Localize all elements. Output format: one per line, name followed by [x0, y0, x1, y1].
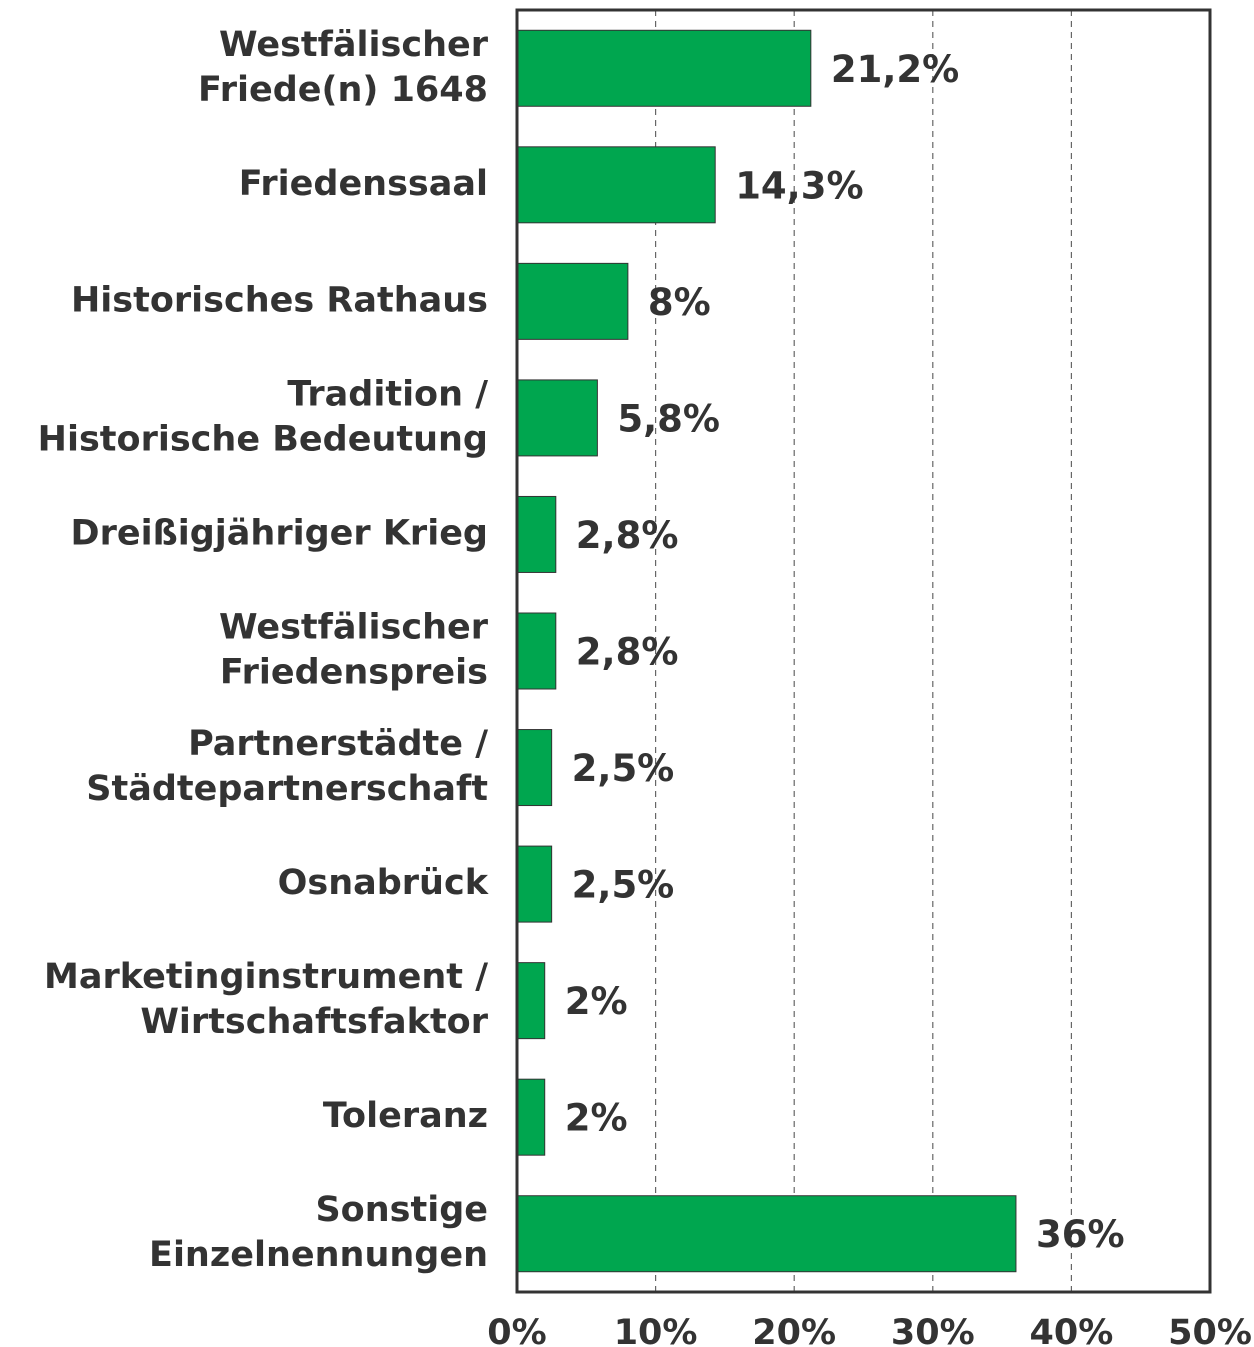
category-label: Sonstige Einzelnennungen: [149, 1190, 488, 1275]
bar: [516, 845, 553, 923]
x-tick-label: 40%: [1030, 1313, 1114, 1347]
category-label: Westfälischer Friedenspreis: [219, 608, 489, 693]
bar: [516, 962, 546, 1040]
x-tick-label: 20%: [752, 1313, 836, 1347]
bar: [516, 495, 557, 573]
x-tick-label: 0%: [487, 1313, 546, 1347]
bar: [516, 1195, 1017, 1273]
value-label: 14,3%: [735, 164, 863, 207]
bar: [516, 1078, 546, 1156]
bar: [516, 379, 598, 457]
value-label: 5,8%: [617, 397, 720, 440]
category-label: Toleranz: [323, 1096, 488, 1136]
bar: [516, 29, 812, 107]
value-label: 8%: [648, 281, 711, 324]
category-label: Westfälischer Friede(n) 1648: [198, 25, 489, 110]
value-label: 2,8%: [576, 514, 679, 557]
category-label: Marketinginstrument / Wirtschaftsfaktor: [44, 957, 489, 1042]
category-label: Historisches Rathaus: [71, 280, 488, 320]
x-tick-label: 10%: [614, 1313, 698, 1347]
category-label: Tradition / Historische Bedeutung: [38, 374, 489, 459]
bar: [516, 612, 557, 690]
value-label: 36%: [1036, 1213, 1125, 1256]
x-tick-label: 50%: [1168, 1313, 1252, 1347]
value-label: 2,5%: [572, 747, 675, 790]
value-label: 21,2%: [831, 48, 959, 91]
x-tick-label: 30%: [891, 1313, 975, 1347]
value-label: 2,5%: [572, 864, 675, 907]
bar: [516, 262, 629, 340]
plot-frame: [515, 8, 1212, 1294]
value-label: 2,8%: [576, 631, 679, 674]
bar: [516, 146, 716, 224]
category-label: Partnerstädte / Städtepartnerschaft: [86, 724, 488, 809]
value-label: 2%: [565, 980, 628, 1023]
value-label: 2%: [565, 1097, 628, 1140]
category-label: Dreißigjähriger Krieg: [71, 513, 488, 553]
category-label: Osnabrück: [278, 863, 489, 903]
bar: [516, 729, 553, 807]
category-label: Friedenssaal: [239, 164, 488, 204]
